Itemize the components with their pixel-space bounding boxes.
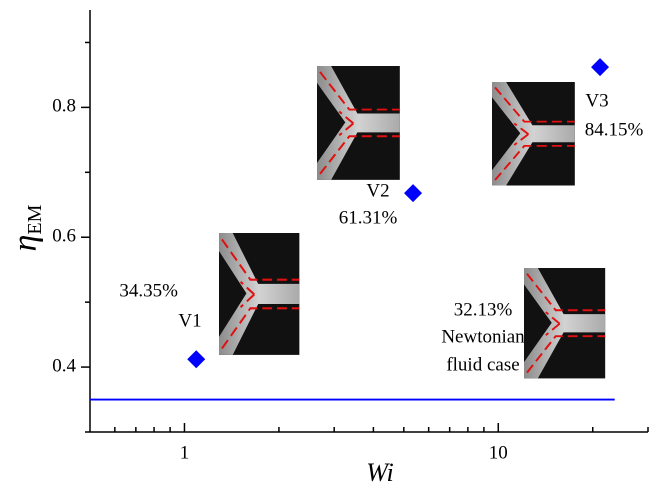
data-point [591,58,609,76]
data-point [187,350,205,368]
x-tick-label: 1 [180,442,190,463]
x-axis-label: Wi [366,458,393,487]
annotation: V3 [585,90,608,111]
annotation: 34.35% [119,280,178,301]
annotation: 61.31% [339,207,398,228]
annotation: V1 [178,310,201,331]
annotation: 84.15% [585,119,644,140]
annotation: Newtonian [441,326,525,347]
annotation: V2 [366,180,389,201]
inset-images [219,66,605,378]
y-tick-label: 0.8 [52,96,76,117]
annotation: 32.13% [454,299,513,320]
y-axis-subscript: EM [24,204,46,234]
y-tick-label: 0.6 [52,226,76,247]
inset-image [524,268,605,378]
inset-image [317,66,400,180]
inset-image [219,233,299,355]
y-tick-label: 0.4 [52,355,76,376]
inset-image [492,82,575,186]
y-axis-symbol: η [7,235,44,252]
data-point [404,184,422,202]
chart: 34.35% V1 V2 61.31% V3 84.15% 32.13% New… [0,0,651,494]
x-tick-label: 10 [489,442,508,463]
annotation: fluid case [446,354,519,375]
y-axis-label: ηEM [7,204,46,251]
